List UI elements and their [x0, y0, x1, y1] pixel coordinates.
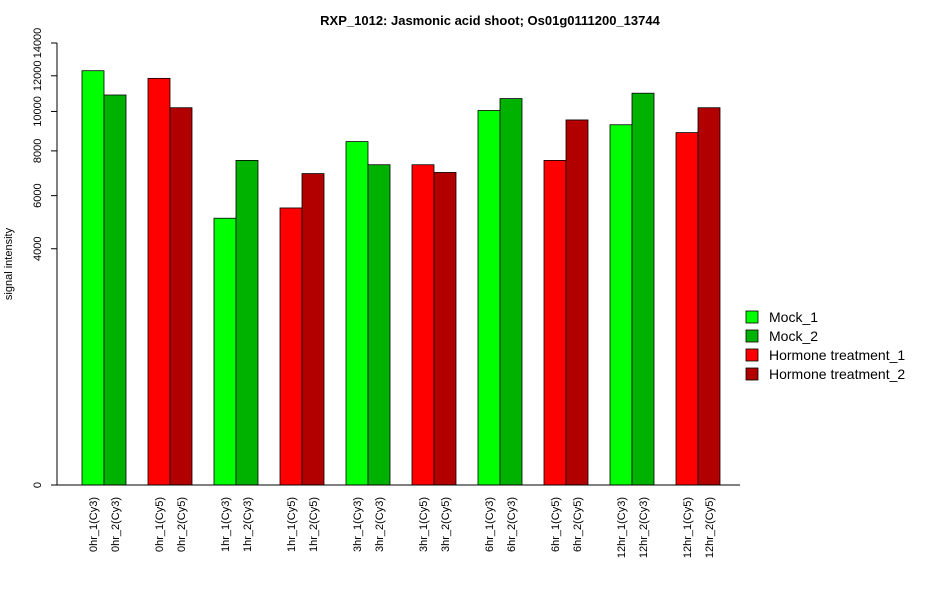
y-tick-label: 6000 — [32, 183, 44, 207]
bar — [213, 217, 237, 486]
legend-swatch — [745, 329, 759, 343]
x-tick-label: 1hr_2(Cy5) — [308, 497, 320, 552]
x-tick-label: 3hr_2(Cy5) — [440, 497, 452, 552]
bar — [477, 110, 501, 486]
x-tick-label: 6hr_1(Cy5) — [550, 497, 562, 552]
x-tick-label: 3hr_2(Cy3) — [374, 497, 386, 552]
x-tick-label: 12hr_2(Cy5) — [704, 497, 716, 558]
x-tick-label: 12hr_1(Cy5) — [682, 497, 694, 558]
bar — [631, 92, 655, 486]
x-tick-label: 1hr_1(Cy5) — [286, 497, 298, 552]
bar — [543, 160, 567, 486]
legend-label: Hormone treatment_1 — [769, 347, 905, 363]
x-tick-label: 0hr_2(Cy3) — [110, 497, 122, 552]
y-tick-label: 4000 — [32, 236, 44, 260]
bar — [499, 98, 523, 486]
y-axis-label: signal intensity — [3, 227, 15, 300]
x-tick-label: 1hr_1(Cy3) — [220, 497, 232, 552]
x-tick-label: 0hr_1(Cy3) — [88, 497, 100, 552]
legend-label: Mock_1 — [769, 309, 818, 325]
x-tick-label: 6hr_2(Cy3) — [506, 497, 518, 552]
bar — [609, 124, 633, 486]
bar — [411, 164, 435, 486]
y-tick-label: 8000 — [32, 139, 44, 163]
y-tick-label: 10000 — [32, 96, 44, 127]
x-tick-label: 0hr_2(Cy5) — [176, 497, 188, 552]
bar — [235, 160, 259, 486]
x-axis: 0hr_1(Cy3) 0hr_2(Cy3) 0hr_1(Cy5) 0hr_2(Cy5)… — [57, 484, 740, 558]
chart-title: RXP_1012: Jasmonic acid shoot; Os01g0111… — [320, 13, 660, 28]
y-tick-label: 12000 — [32, 60, 44, 91]
bar — [301, 173, 325, 486]
y-tick-label: 14000 — [32, 28, 44, 59]
x-tick-label: 12hr_1(Cy3) — [616, 497, 628, 558]
bar — [147, 77, 171, 486]
bar — [103, 94, 127, 486]
legend-swatch — [745, 367, 759, 381]
x-tick-label: 0hr_1(Cy5) — [154, 497, 166, 552]
legend-swatch — [745, 348, 759, 362]
bar — [169, 107, 193, 486]
bar — [279, 207, 303, 486]
bar — [697, 107, 721, 486]
bar — [345, 141, 369, 486]
x-tick-label: 6hr_2(Cy5) — [572, 497, 584, 552]
x-tick-label: 3hr_1(Cy5) — [418, 497, 430, 552]
bar — [675, 132, 699, 486]
x-tick-label: 3hr_1(Cy3) — [352, 497, 364, 552]
bar — [81, 70, 105, 486]
bar — [565, 119, 589, 486]
bar — [433, 172, 457, 486]
x-tick-label: 6hr_1(Cy3) — [484, 497, 496, 552]
legend-label: Mock_2 — [769, 328, 818, 344]
legend: Mock_1 Mock_2 Hormone treatment_1 Hormone t… — [745, 309, 905, 382]
bar — [367, 164, 391, 486]
x-tick-label: 1hr_2(Cy3) — [242, 497, 254, 552]
bars-group — [81, 70, 721, 486]
x-tick-label: 12hr_2(Cy3) — [638, 497, 650, 558]
y-tick-label: 0 — [32, 482, 44, 488]
legend-label: Hormone treatment_2 — [769, 366, 905, 382]
legend-swatch — [745, 310, 759, 324]
